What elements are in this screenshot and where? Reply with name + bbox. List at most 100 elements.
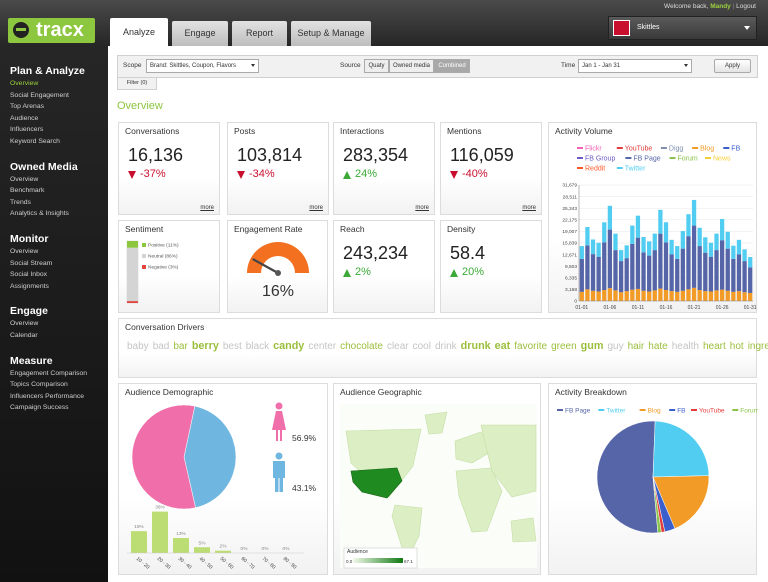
card-title: Engagement Rate [234, 224, 303, 234]
nav-item[interactable]: Analytics & Insights [10, 210, 69, 218]
keyword[interactable]: hate [648, 341, 668, 352]
keyword[interactable]: best [222, 341, 242, 352]
nav-item[interactable]: Topics Comparison [10, 381, 68, 389]
keyword[interactable]: center [308, 341, 337, 352]
tab[interactable]: Report [232, 21, 287, 46]
x-tick-label: 01-26 [716, 305, 729, 311]
source-option[interactable]: Quaty [364, 59, 389, 73]
keyword[interactable]: hot [729, 341, 744, 352]
word-cloud: baby bad bar berry best black candy center choco… [127, 337, 768, 354]
keyword[interactable]: eat [494, 340, 511, 352]
bar-segment [658, 233, 663, 289]
tab[interactable]: Setup & Manage [291, 21, 371, 46]
nav-item[interactable]: Calendar [10, 331, 38, 339]
nav-item[interactable]: Overview [10, 175, 39, 183]
keyword[interactable]: ingredients [747, 341, 768, 352]
card-title: Activity Breakdown [555, 387, 627, 397]
nav-item[interactable]: Top Arenas [10, 103, 45, 111]
keyword[interactable]: green [551, 341, 577, 352]
keyword[interactable]: drink [434, 341, 457, 352]
bar-segment [647, 241, 652, 256]
logout-link[interactable]: Logout [736, 3, 756, 10]
more-link[interactable]: more [200, 205, 214, 211]
card-chart: Positive (11%) Neutral (86%) Negative (3%) [126, 240, 179, 304]
bar-segment [708, 256, 714, 292]
nav-item[interactable]: Campaign Success [10, 404, 69, 412]
keyword[interactable]: guy [607, 341, 624, 352]
brand-dropdown[interactable]: Skittles [608, 16, 757, 40]
bar-segment [635, 237, 641, 289]
time-dropdown[interactable]: Jan 1 - Jan 31 [578, 59, 692, 73]
gauge-needle [252, 258, 280, 275]
keyword[interactable]: clear [386, 341, 409, 352]
bar-segment [714, 290, 719, 301]
nav-item[interactable]: Overview [10, 320, 39, 328]
sidebar: Plan & Analyze Overview Social Engagement T… [0, 46, 108, 582]
bar-segment [669, 239, 674, 255]
source-option[interactable]: Owned media [389, 59, 434, 73]
bar-segment [714, 233, 719, 251]
keyword[interactable]: cool [412, 341, 431, 352]
x-tick-label: 01-06 [603, 305, 616, 311]
bar-segment [630, 289, 635, 301]
nav-item[interactable]: Influencers [10, 126, 44, 134]
bar-segment [607, 288, 613, 301]
separator: | [732, 3, 735, 10]
pie-slice [652, 476, 662, 534]
y-tick-label: 9,503 [565, 264, 577, 270]
bar-segment [675, 291, 680, 301]
nav-item[interactable]: Influencers Performance [10, 392, 85, 400]
bar-segment [708, 291, 714, 301]
keyword[interactable]: black [245, 341, 270, 352]
scope-dropdown[interactable]: Brand: Skittles, Coupon, Flavors [146, 59, 259, 73]
bar-segment [607, 205, 613, 230]
nav-item[interactable]: Assignments [10, 282, 49, 290]
tab[interactable]: Engage [172, 21, 228, 46]
gender-share: 56.9% [292, 433, 317, 443]
keyword[interactable]: favorite [514, 341, 548, 352]
keyword[interactable]: heart [702, 341, 726, 352]
filter-tab[interactable]: Filter (0) [117, 78, 157, 90]
bar-segment [697, 227, 702, 247]
gauge-value: 16% [262, 283, 294, 300]
legend-label: Forum [678, 156, 698, 163]
pie-slice [596, 420, 659, 534]
bar-segment [624, 291, 629, 301]
keyword[interactable]: berry [191, 340, 219, 352]
keyword[interactable]: drunk [460, 340, 491, 352]
nav-item[interactable]: Benchmark [10, 187, 45, 195]
nav-item[interactable]: Audience [10, 114, 39, 122]
nav-item[interactable]: Social Engagement [10, 91, 69, 99]
source-option[interactable]: Combined [434, 59, 470, 73]
sentiment-label: Positive (11%) [148, 243, 179, 249]
card-title: Audience Geographic [340, 387, 422, 397]
keyword[interactable]: hair [627, 341, 645, 352]
keyword[interactable]: candy [273, 340, 305, 352]
nav-item[interactable]: Trends [10, 198, 31, 206]
keyword[interactable]: bar [173, 341, 188, 352]
tab[interactable]: Analyze [110, 18, 168, 46]
nav-section-title: Engage [10, 305, 48, 318]
nav-item[interactable]: Keyword Search [10, 137, 60, 145]
nav-item[interactable]: Social Stream [10, 259, 53, 267]
keyword[interactable]: gum [580, 340, 604, 352]
nav-item[interactable]: Overview [10, 247, 39, 255]
card-title: Audience Demographic [125, 387, 214, 397]
bar-segment [618, 292, 624, 301]
bar-segment [742, 249, 747, 262]
more-link[interactable]: more [522, 205, 536, 211]
pie-slice [652, 420, 710, 478]
keyword[interactable]: bad [152, 341, 170, 352]
bar-segment [647, 255, 652, 292]
nav-item[interactable]: Overview [10, 80, 39, 87]
nav-item[interactable]: Social Inbox [10, 271, 48, 279]
more-link[interactable]: more [309, 205, 323, 211]
keyword[interactable]: health [671, 341, 699, 352]
keyword[interactable]: chocolate [340, 341, 383, 352]
more-link[interactable]: more [415, 205, 429, 211]
keyword[interactable]: baby [127, 341, 149, 352]
nav-item[interactable]: Engagement Comparison [10, 369, 88, 377]
greenland [424, 411, 448, 435]
apply-button[interactable]: Apply [714, 59, 751, 73]
age-bar [215, 550, 231, 553]
